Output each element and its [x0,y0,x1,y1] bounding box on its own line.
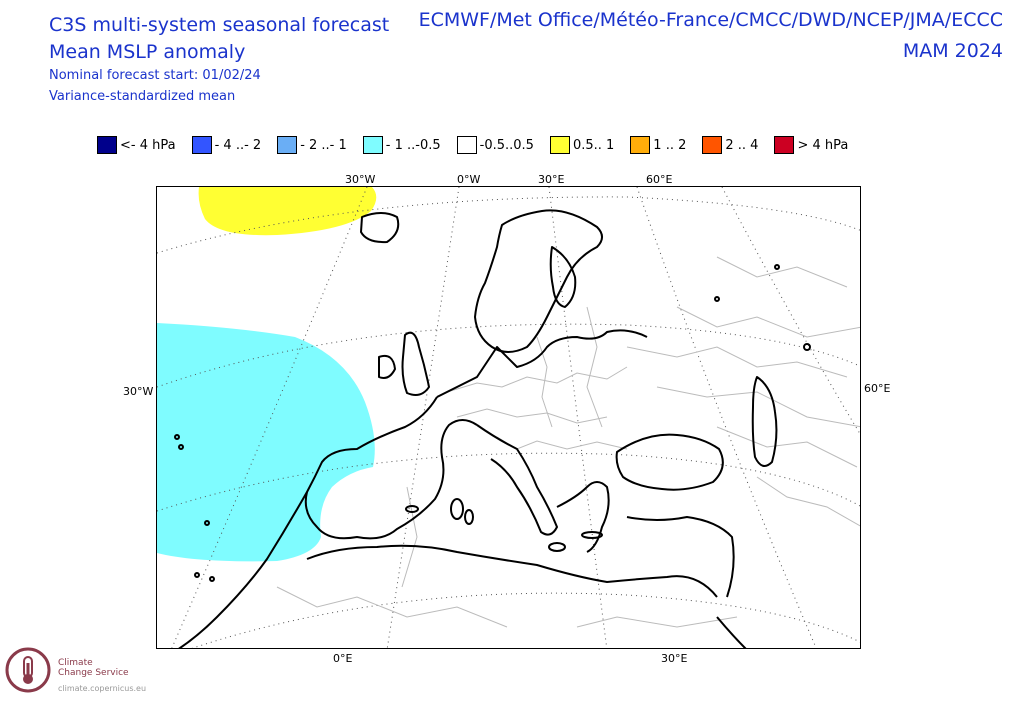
legend-item: - 2 ..- 1 [277,136,347,154]
anomaly-positive-region [198,187,377,236]
top-label-30w: 30°W [345,173,376,186]
season-label: MAM 2024 [902,40,1003,62]
legend-item: - 1 ..-0.5 [362,136,441,154]
left-label-30w: 30°W [123,385,154,398]
legend-swatch [774,136,795,154]
bottom-label-0e: 0°E [333,652,353,665]
legend-swatch [97,136,117,154]
legend-label: - 2 ..- 1 [300,137,347,153]
coastlines [178,209,778,648]
legend-item: <- 4 hPa [97,136,176,154]
anomaly-negative-region [157,323,375,562]
legend-label: -0.5..0.5 [479,137,534,153]
legend-item: - 4 ..- 2 [191,136,262,154]
title-line2: Mean MSLP anomaly [49,41,246,63]
country-borders [276,256,860,628]
legend-swatch [702,136,723,154]
thermometer-icon [5,647,51,693]
top-label-30e: 30°E [538,173,565,186]
graticule [157,187,860,648]
legend-swatch [362,136,383,154]
legend-item: 0.5.. 1 [549,136,615,154]
legend-label: - 4 ..- 2 [214,137,262,153]
right-label-60e: 60°E [864,382,891,395]
legend-item: -0.5..0.5 [456,136,534,154]
europe-map [157,187,860,648]
legend-item: 1 .. 2 [630,136,686,154]
legend-swatch [456,136,477,154]
legend-swatch [630,136,651,154]
systems-title: ECMWF/Met Office/Météo-France/CMCC/DWD/N… [418,9,1003,31]
legend-label: 2 .. 4 [725,137,759,153]
legend-swatch [191,136,212,154]
copernicus-logo[interactable]: Climate Change Service climate.copernicu… [4,644,147,700]
legend-swatch [277,136,298,154]
title-line1: C3S multi-system seasonal forecast [49,14,390,36]
forecast-start-text: Nominal forecast start: 01/02/24 [49,68,261,83]
legend-label: 0.5.. 1 [572,137,615,153]
legend-swatch [549,136,570,154]
logo-url[interactable]: climate.copernicus.eu [58,684,147,693]
legend-label: > 4 hPa [797,137,849,153]
legend-label: - 1 ..-0.5 [385,137,441,153]
map-panel [156,186,861,649]
top-label-60e: 60°E [646,173,673,186]
islands [174,264,811,582]
logo-line2: Change Service [58,668,129,678]
variance-note: Variance-standardized mean [49,89,236,104]
legend-label: <- 4 hPa [120,137,176,153]
legend-label: 1 .. 2 [653,137,687,153]
bottom-label-30e: 30°E [661,652,688,665]
top-label-0w: 0°W [457,173,481,186]
legend: <- 4 hPa - 4 ..- 2 - 2 ..- 1 - 1 ..-0.5 … [97,134,864,156]
logo-line1: Climate [58,658,93,668]
legend-item: 2 .. 4 [702,136,758,154]
legend-item: > 4 hPa [774,136,848,154]
